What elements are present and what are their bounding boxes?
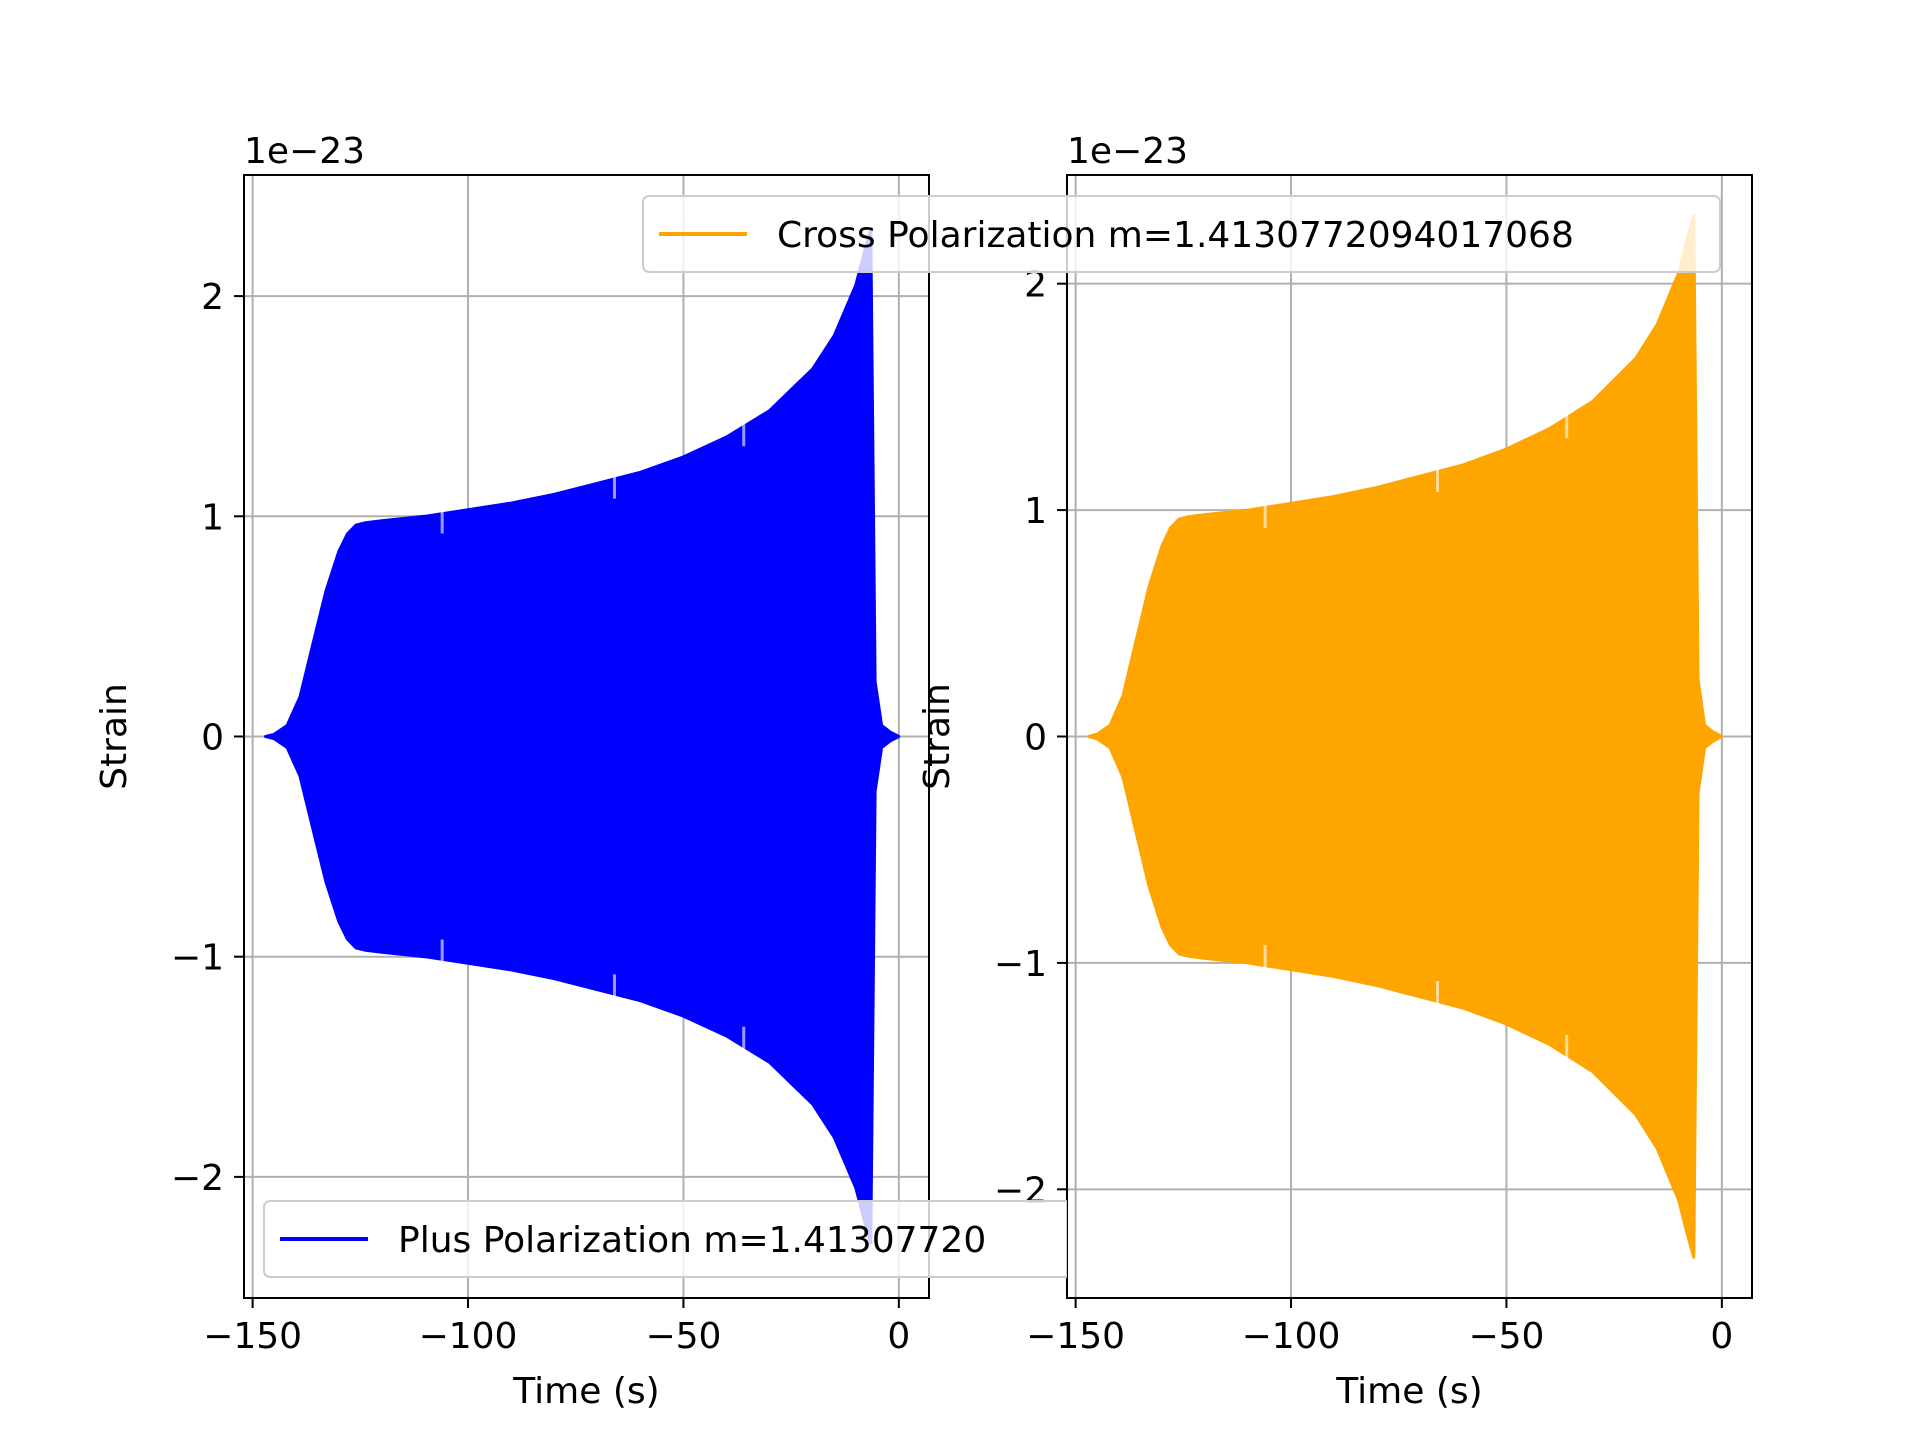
x-tick-label: −150	[1026, 1316, 1125, 1357]
y-offset-label: 1e−23	[1067, 131, 1188, 172]
legend-plus: Plus Polarization m=1.41307720	[263, 1200, 1067, 1278]
x-axis-label: Time (s)	[1335, 1371, 1482, 1412]
series-0-band	[264, 228, 901, 1245]
y-tick-label: 2	[201, 277, 224, 318]
x-tick-label: −50	[1468, 1316, 1544, 1357]
y-tick-label: 0	[1024, 718, 1047, 759]
y-tick-label: 0	[201, 718, 224, 759]
x-tick-label: −50	[645, 1316, 721, 1357]
y-offset-label: 1e−23	[244, 131, 365, 172]
plus-polarization-panel: −150 −100 −50 0 −2 −1 0 1 2 1e−23 Time (s) Strai…	[94, 131, 930, 1412]
series-0-band	[1087, 214, 1724, 1259]
y-tick-label: 1	[201, 497, 224, 538]
legend-label: Plus Polarization m=1.41307720	[398, 1220, 986, 1261]
ticks: −150 −100 −50 0 −2 −1 0 1 2	[171, 277, 910, 1357]
series-group	[264, 228, 901, 1245]
x-tick-label: −150	[203, 1316, 302, 1357]
x-tick-label: −100	[1242, 1316, 1341, 1357]
y-tick-label: −1	[994, 944, 1047, 985]
legend-box	[263, 1200, 1067, 1278]
legend-box	[642, 195, 1721, 273]
series-group	[1087, 214, 1724, 1259]
legend-cross: Cross Polarization m=1.4130772094017068	[642, 195, 1721, 273]
y-axis-label: Strain	[917, 683, 958, 790]
y-tick-label: 1	[1024, 491, 1047, 532]
x-tick-label: 0	[1710, 1316, 1733, 1357]
y-tick-label: 2	[1024, 265, 1047, 306]
x-tick-label: 0	[887, 1316, 910, 1357]
y-tick-label: −1	[171, 938, 224, 979]
y-axis-label: Strain	[94, 683, 135, 790]
y-tick-label: −2	[171, 1158, 224, 1199]
x-axis-label: Time (s)	[512, 1371, 659, 1412]
legend-label: Cross Polarization m=1.4130772094017068	[777, 215, 1574, 256]
x-tick-label: −100	[419, 1316, 518, 1357]
